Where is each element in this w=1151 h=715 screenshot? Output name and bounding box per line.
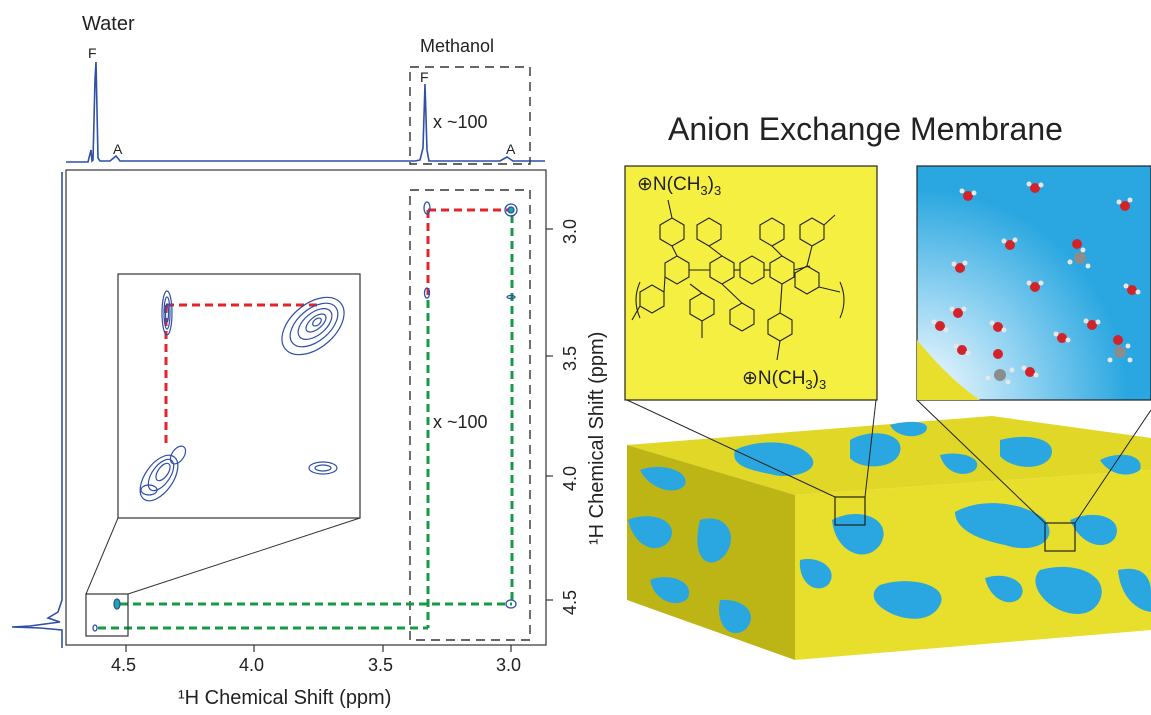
polymer-edge: [917, 340, 980, 400]
scale-note-top: x ~100: [433, 112, 488, 132]
x-tick-3: 3.0: [496, 655, 521, 675]
water-inset: [916, 165, 1151, 401]
membrane-front-face: [795, 470, 1151, 660]
green-correlation-lines: [98, 215, 514, 630]
zoom-box-polymer: [834, 496, 866, 526]
x-tick-0: 4.5: [111, 655, 136, 675]
polymer-inset: ⊕N(CH3)3 ⊕N(CH3)3: [624, 165, 878, 401]
y-tick-2: 4.0: [560, 466, 580, 491]
nmr-panel: Water F A Methanol F A x ~100 4.5 4.0 3.…: [11, 13, 608, 709]
methanol-peak-f-label: F: [420, 69, 429, 85]
x-axis: [125, 645, 512, 652]
y-tick-3: 4.5: [560, 590, 580, 615]
chem-top-label: ⊕N(CH3)3: [637, 174, 721, 198]
zoom-box-water: [1044, 522, 1076, 552]
zoom-source-box: [85, 593, 129, 637]
x-axis-label: ¹H Chemical Shift (ppm): [178, 687, 391, 709]
top-1d-spectrum: [66, 61, 545, 163]
methanol-dash-box-2d: [409, 189, 531, 641]
methanol-label: Methanol: [420, 36, 494, 56]
2d-plot-frame: [65, 169, 547, 646]
x-tick-2: 3.5: [368, 655, 393, 675]
methanol-dash-box-top: [409, 66, 531, 165]
cross-peaks: [92, 201, 518, 632]
y-tick-1: 3.5: [560, 346, 580, 371]
polymer-structure: [631, 199, 845, 361]
y-axis-label: ¹H Chemical Shift (ppm): [586, 332, 608, 545]
red-correlation-lines: [426, 208, 512, 295]
y-tick-0: 3.0: [560, 219, 580, 244]
membrane-title: Anion Exchange Membrane: [668, 111, 1063, 147]
x-tick-1: 4.0: [239, 655, 264, 675]
membrane-panel: Anion Exchange Membrane: [624, 111, 1151, 660]
molecules: [931, 181, 1141, 385]
chem-bottom-label: ⊕N(CH3)3: [742, 368, 826, 392]
left-1d-spectrum: [11, 172, 63, 648]
membrane-water-domains: [628, 421, 1151, 634]
scale-note-2d: x ~100: [433, 412, 488, 432]
y-axis: [546, 228, 553, 601]
water-peak-a-label: A: [113, 141, 123, 157]
methanol-peak-a-label: A: [506, 141, 516, 157]
zoom-inset: [117, 273, 361, 519]
water-label: Water: [82, 13, 135, 35]
water-peak-f-label: F: [88, 45, 97, 61]
